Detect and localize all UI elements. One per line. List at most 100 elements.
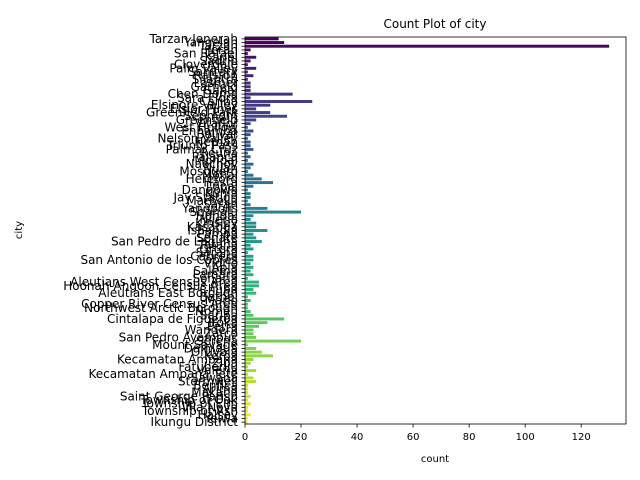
bar-66 <box>245 280 260 284</box>
y-tick-label: Tarzan Jenerah <box>148 32 238 46</box>
axes-frame <box>244 36 627 425</box>
y-tick-label: Mount Savage <box>152 338 238 352</box>
x-tick-label: 40 <box>351 432 364 443</box>
y-tick-label: Sarah <box>203 198 238 212</box>
y-tick-label: San Pedro Ayampuc <box>119 330 238 344</box>
bar-24 <box>245 125 248 129</box>
bar-77 <box>245 321 268 325</box>
y-tick-label: Ziba <box>211 356 238 370</box>
y-tick-label: Hasta <box>203 176 238 190</box>
y-tick-label: Lopal <box>206 179 238 193</box>
y-tick-label: Iroka <box>208 316 238 330</box>
y-tick-label: Kinsley <box>195 216 238 230</box>
bar-62 <box>245 265 254 269</box>
bar-41 <box>245 188 248 192</box>
bar-72 <box>245 302 248 306</box>
bar-55 <box>245 240 262 244</box>
y-tick-label: Nomen <box>195 305 238 319</box>
bar-67 <box>245 284 260 288</box>
bar-103 <box>245 416 248 420</box>
bar-3 <box>245 48 251 52</box>
bar-92 <box>245 376 254 380</box>
bar-70 <box>245 295 248 299</box>
bar-32 <box>245 155 251 159</box>
y-tick-label: Marbella <box>186 194 238 208</box>
x-tick-label: 0 <box>242 432 248 443</box>
y-tick-label: Sariba <box>200 308 238 322</box>
y-tick-label: Aleutians East Borough <box>98 286 238 300</box>
y-tick-label: Enhamba <box>181 124 238 138</box>
bar-45 <box>245 203 251 207</box>
y-tick-label: Saint George Parish <box>120 389 238 403</box>
bar-82 <box>245 339 302 343</box>
bar-84 <box>245 346 257 350</box>
y-tick-label: Bethel <box>199 290 238 304</box>
bar-65 <box>245 276 248 280</box>
y-tick-label: Reuna <box>200 146 238 160</box>
bar-22 <box>245 118 257 122</box>
bar-28 <box>245 140 251 144</box>
y-tick-label: Northwest Arctic Borough <box>84 301 238 315</box>
y-tick-label: Cintalapa de Figueroa <box>107 312 238 326</box>
y-tick-label: Arima <box>202 382 238 396</box>
y-tick-label: Salema <box>193 264 238 278</box>
y-tick-label: Keroa <box>204 349 238 363</box>
y-tick-label: Chen Doma <box>168 87 238 101</box>
bar-18 <box>245 103 271 107</box>
bar-76 <box>245 317 285 321</box>
bar-64 <box>245 273 254 277</box>
y-tick-label: Oruvala <box>191 345 238 359</box>
y-tick-label: Vila Nova <box>181 400 238 414</box>
y-tick-label: Kasanga <box>187 220 238 234</box>
y-tick-label: Nelson Valley <box>158 131 239 145</box>
y-tick-label: Yanopolis <box>181 201 238 215</box>
y-tick-label: Ganal <box>203 83 238 97</box>
bar-21 <box>245 114 288 118</box>
bar-89 <box>245 365 248 369</box>
chart-title: Count Plot of city <box>383 17 486 31</box>
bar-1 <box>245 41 285 45</box>
y-tick-label: Cabrera <box>190 249 238 263</box>
y-tick-label: Petra <box>207 319 238 333</box>
y-tick-label: Fatuberliu <box>178 360 238 374</box>
x-tick-label: 20 <box>295 432 308 443</box>
y-tick-label: Halsey <box>198 408 238 422</box>
bar-47 <box>245 210 302 214</box>
bar-48 <box>245 214 254 218</box>
y-tick-label: Lamara <box>193 268 238 282</box>
bar-15 <box>245 92 293 96</box>
y-tick-label: Zarco <box>204 327 238 341</box>
y-tick-label: San Pedro de Laguna <box>111 235 238 249</box>
y-tick-label: Ortera <box>199 242 238 256</box>
y-tick-label: Vidrio <box>203 257 238 271</box>
y-tick-label: Dalmatia <box>184 341 238 355</box>
bar-75 <box>245 313 254 317</box>
y-tick-label: Ikungu District <box>151 415 239 429</box>
bar-87 <box>245 358 254 361</box>
bar-49 <box>245 217 251 221</box>
bar-19 <box>245 107 257 111</box>
bar-81 <box>245 335 257 339</box>
bar-25 <box>245 129 254 133</box>
x-axis-label: count <box>421 454 449 465</box>
bar-101 <box>245 409 248 413</box>
y-tick-label: Jerah <box>206 43 238 57</box>
y-tick-label: Kanel <box>205 50 238 64</box>
bar-39 <box>245 181 274 185</box>
bar-5 <box>245 55 257 59</box>
y-tick-label: Mondal <box>194 153 238 167</box>
bar-14 <box>245 88 251 92</box>
bar-54 <box>245 236 257 240</box>
bar-13 <box>245 85 251 89</box>
bar-59 <box>245 254 254 258</box>
y-tick-label: Sepmont <box>184 109 238 123</box>
bar-51 <box>245 225 257 229</box>
bar-61 <box>245 262 251 266</box>
y-tick-label: Nijeria <box>199 212 238 226</box>
y-tick-label: Kecamatan Ampana <box>117 353 238 367</box>
bar-34 <box>245 162 254 166</box>
y-tick-label: Greenfield Park <box>146 106 238 120</box>
bar-26 <box>245 133 251 137</box>
bar-50 <box>245 221 257 225</box>
y-tick-label: Hereford <box>186 172 238 186</box>
